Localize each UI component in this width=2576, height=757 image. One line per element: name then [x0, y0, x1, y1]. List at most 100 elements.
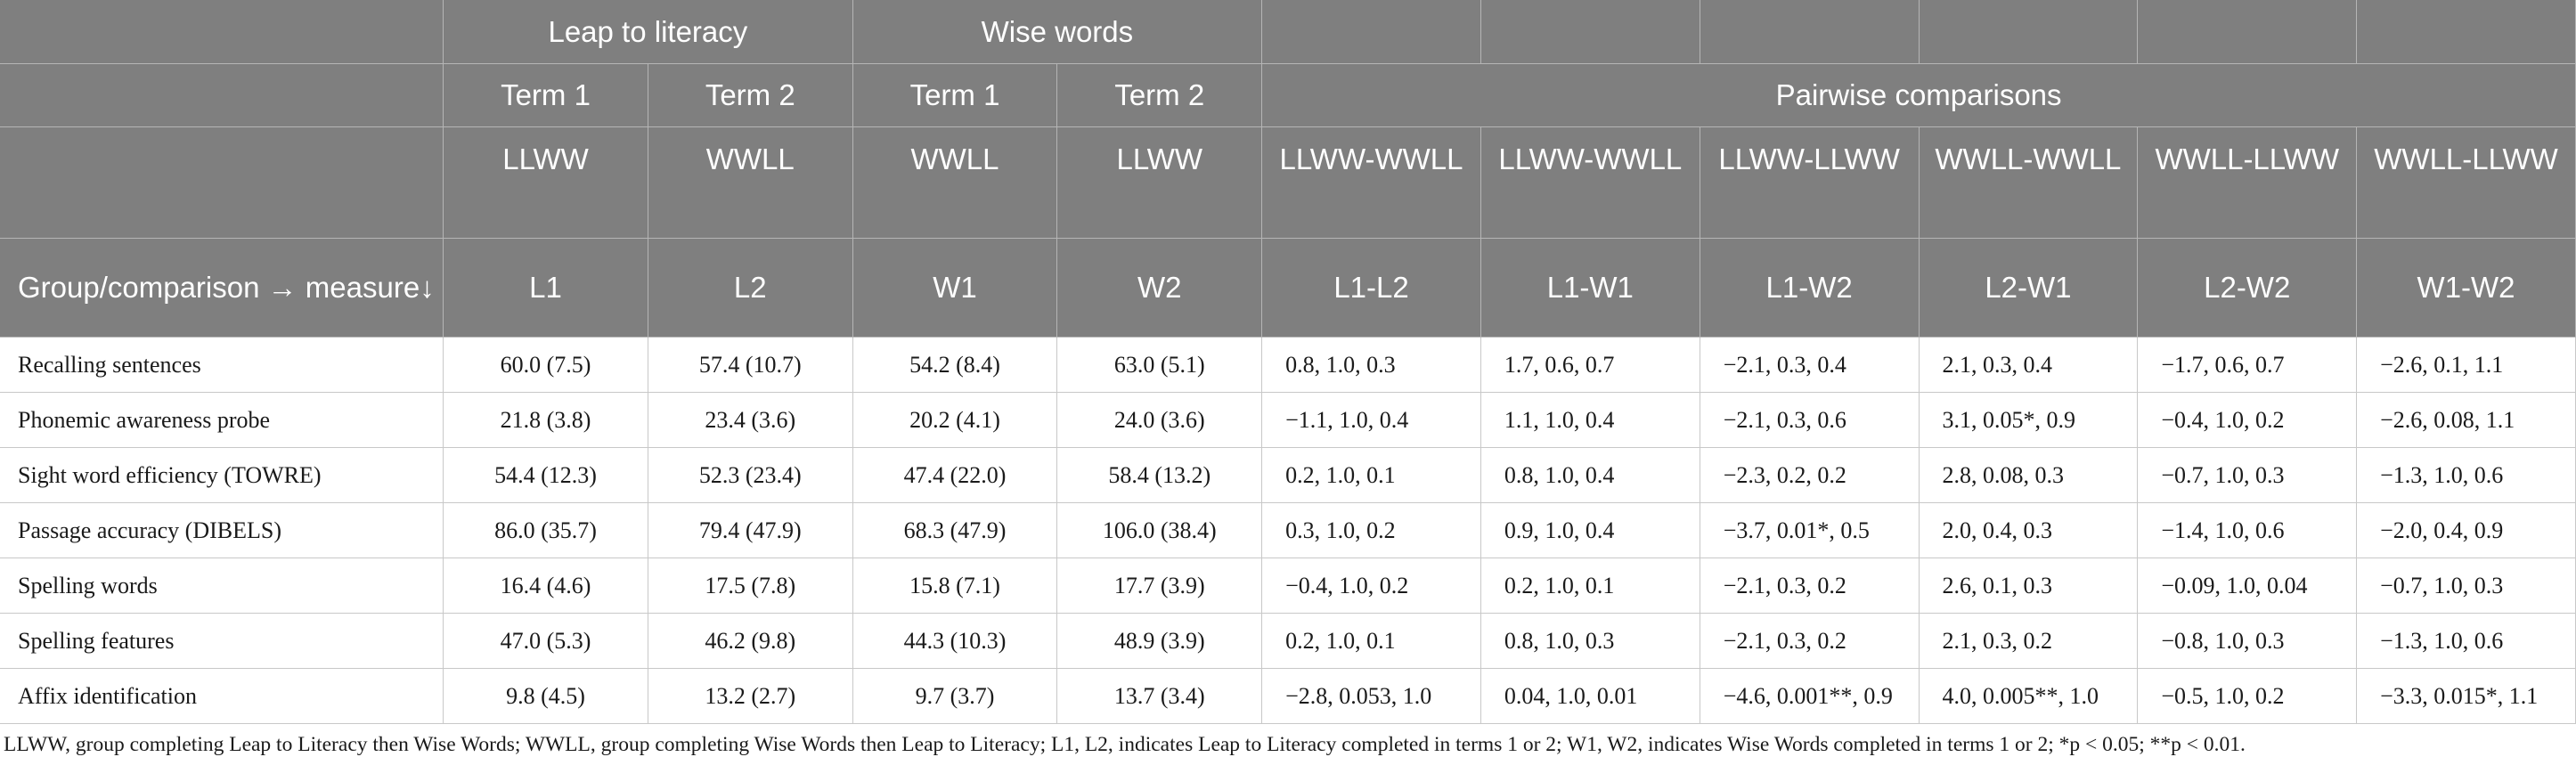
header-group-leap: Leap to literacy [443, 0, 853, 64]
mean-sd-cell: 9.7 (3.7) [852, 668, 1058, 724]
header-row-codes: Group/comparison → measure↓ L1 L2 W1 W2 … [0, 238, 2576, 338]
mean-sd-cell: 16.4 (4.6) [443, 558, 648, 614]
comparison-cell: −2.3, 0.2, 0.2 [1700, 447, 1920, 503]
header-pair: LLWW-WWLL [1261, 126, 1481, 239]
comparison-cell: −2.1, 0.3, 0.2 [1700, 613, 1920, 669]
comparison-cell: 0.8, 1.0, 0.4 [1480, 447, 1700, 503]
header-comparison: L2-W2 [2137, 238, 2358, 338]
results-table: Leap to literacy Wise words Term 1 Term … [0, 0, 2576, 724]
header-row-terms: Term 1 Term 2 Term 1 Term 2 Pairwise com… [0, 63, 2576, 127]
comparison-cell: 0.8, 1.0, 0.3 [1261, 337, 1481, 393]
header-pair: WWLL-LLWW [2356, 126, 2576, 239]
mean-sd-cell: 46.2 (9.8) [648, 613, 853, 669]
mean-sd-cell: 21.8 (3.8) [443, 392, 648, 448]
measure-name: Sight word efficiency (TOWRE) [0, 447, 444, 503]
table-row: Affix identification 9.8 (4.5) 13.2 (2.7) 9… [0, 668, 2576, 724]
mean-sd-cell: 48.9 (3.9) [1056, 613, 1263, 669]
header-comparison: L1-W1 [1480, 238, 1700, 338]
header-group-code: LLWW [1056, 126, 1263, 239]
header-pair: WWLL-WWLL [1919, 126, 2139, 239]
comparison-cell: 1.1, 1.0, 0.4 [1480, 392, 1700, 448]
comparison-cell: −0.5, 1.0, 0.2 [2137, 668, 2358, 724]
comparison-cell: −1.3, 1.0, 0.6 [2356, 447, 2576, 503]
comparison-cell: −0.8, 1.0, 0.3 [2137, 613, 2358, 669]
mean-sd-cell: 9.8 (4.5) [443, 668, 648, 724]
header-blank [0, 0, 444, 64]
comparison-cell: −0.09, 1.0, 0.04 [2137, 558, 2358, 614]
header-pair: WWLL-LLWW [2137, 126, 2358, 239]
comparison-cell: 2.1, 0.3, 0.4 [1919, 337, 2139, 393]
measure-name: Recalling sentences [0, 337, 444, 393]
comparison-cell: −3.7, 0.01*, 0.5 [1700, 502, 1920, 558]
comparison-cell: −2.6, 0.1, 1.1 [2356, 337, 2576, 393]
comparison-cell: −0.7, 1.0, 0.3 [2356, 558, 2576, 614]
table-footnote: LLWW, group completing Leap to Literacy … [4, 733, 2246, 756]
comparison-cell: −2.1, 0.3, 0.4 [1700, 337, 1920, 393]
mean-sd-cell: 86.0 (35.7) [443, 502, 648, 558]
mean-sd-cell: 24.0 (3.6) [1056, 392, 1263, 448]
header-measure-label: Group/comparison → measure↓ [0, 238, 444, 338]
measure-name: Passage accuracy (DIBELS) [0, 502, 444, 558]
table-row: Phonemic awareness probe 21.8 (3.8) 23.4 (… [0, 392, 2576, 448]
mean-sd-cell: 47.4 (22.0) [852, 447, 1058, 503]
header-comparison: L2-W1 [1919, 238, 2139, 338]
header-code: W2 [1056, 238, 1263, 338]
mean-sd-cell: 79.4 (47.9) [648, 502, 853, 558]
comparison-cell: 0.3, 1.0, 0.2 [1261, 502, 1481, 558]
comparison-cell: 0.2, 1.0, 0.1 [1261, 447, 1481, 503]
mean-sd-cell: 17.7 (3.9) [1056, 558, 1263, 614]
measure-name: Phonemic awareness probe [0, 392, 444, 448]
comparison-cell: −1.7, 0.6, 0.7 [2137, 337, 2358, 393]
mean-sd-cell: 13.2 (2.7) [648, 668, 853, 724]
header-group-wise: Wise words [852, 0, 1263, 64]
header-blank [1700, 0, 1920, 64]
mean-sd-cell: 57.4 (10.7) [648, 337, 853, 393]
comparison-cell: 4.0, 0.005**, 1.0 [1919, 668, 2139, 724]
header-group-code: WWLL [648, 126, 853, 239]
mean-sd-cell: 52.3 (23.4) [648, 447, 853, 503]
comparison-cell: 0.2, 1.0, 0.1 [1261, 613, 1481, 669]
header-blank [2356, 0, 2576, 64]
header-blank [0, 63, 444, 127]
header-pairwise: Pairwise comparisons [1261, 63, 2576, 127]
comparison-cell: −0.4, 1.0, 0.2 [2137, 392, 2358, 448]
comparison-cell: −2.8, 0.053, 1.0 [1261, 668, 1481, 724]
comparison-cell: 0.9, 1.0, 0.4 [1480, 502, 1700, 558]
mean-sd-cell: 60.0 (7.5) [443, 337, 648, 393]
header-row-programs: Leap to literacy Wise words [0, 0, 2576, 64]
comparison-cell: 0.2, 1.0, 0.1 [1480, 558, 1700, 614]
comparison-cell: 0.04, 1.0, 0.01 [1480, 668, 1700, 724]
comparison-cell: −2.0, 0.4, 0.9 [2356, 502, 2576, 558]
table-row: Passage accuracy (DIBELS) 86.0 (35.7) 79.4… [0, 502, 2576, 558]
header-code: W1 [852, 238, 1058, 338]
header-group-code: WWLL [852, 126, 1058, 239]
table-row: Spelling features 47.0 (5.3) 46.2 (9.8) 44.… [0, 613, 2576, 669]
comparison-cell: −2.1, 0.3, 0.2 [1700, 558, 1920, 614]
comparison-cell: −1.1, 1.0, 0.4 [1261, 392, 1481, 448]
comparison-cell: 2.8, 0.08, 0.3 [1919, 447, 2139, 503]
table-row: Recalling sentences 60.0 (7.5) 57.4 (10.7)… [0, 337, 2576, 393]
header-term: Term 1 [852, 63, 1058, 127]
comparison-cell: −1.3, 1.0, 0.6 [2356, 613, 2576, 669]
mean-sd-cell: 15.8 (7.1) [852, 558, 1058, 614]
table-row: Sight word efficiency (TOWRE) 54.4 (12.3)… [0, 447, 2576, 503]
header-blank [2137, 0, 2358, 64]
header-term: Term 2 [1056, 63, 1263, 127]
header-term: Term 1 [443, 63, 648, 127]
comparison-cell: −2.1, 0.3, 0.6 [1700, 392, 1920, 448]
mean-sd-cell: 47.0 (5.3) [443, 613, 648, 669]
table-header: Leap to literacy Wise words Term 1 Term … [0, 0, 2576, 338]
comparison-cell: 1.7, 0.6, 0.7 [1480, 337, 1700, 393]
comparison-cell: −2.6, 0.08, 1.1 [2356, 392, 2576, 448]
measure-name: Spelling words [0, 558, 444, 614]
mean-sd-cell: 20.2 (4.1) [852, 392, 1058, 448]
table-row: Spelling words 16.4 (4.6) 17.5 (7.8) 15.8 (… [0, 558, 2576, 614]
measure-name: Affix identification [0, 668, 444, 724]
header-code: L2 [648, 238, 853, 338]
header-row-groups: LLWW WWLL WWLL LLWW LLWW-WWLL LLWW-WWLL … [0, 126, 2576, 239]
comparison-cell: 0.8, 1.0, 0.3 [1480, 613, 1700, 669]
mean-sd-cell: 54.4 (12.3) [443, 447, 648, 503]
comparison-cell: −4.6, 0.001**, 0.9 [1700, 668, 1920, 724]
measure-name: Spelling features [0, 613, 444, 669]
